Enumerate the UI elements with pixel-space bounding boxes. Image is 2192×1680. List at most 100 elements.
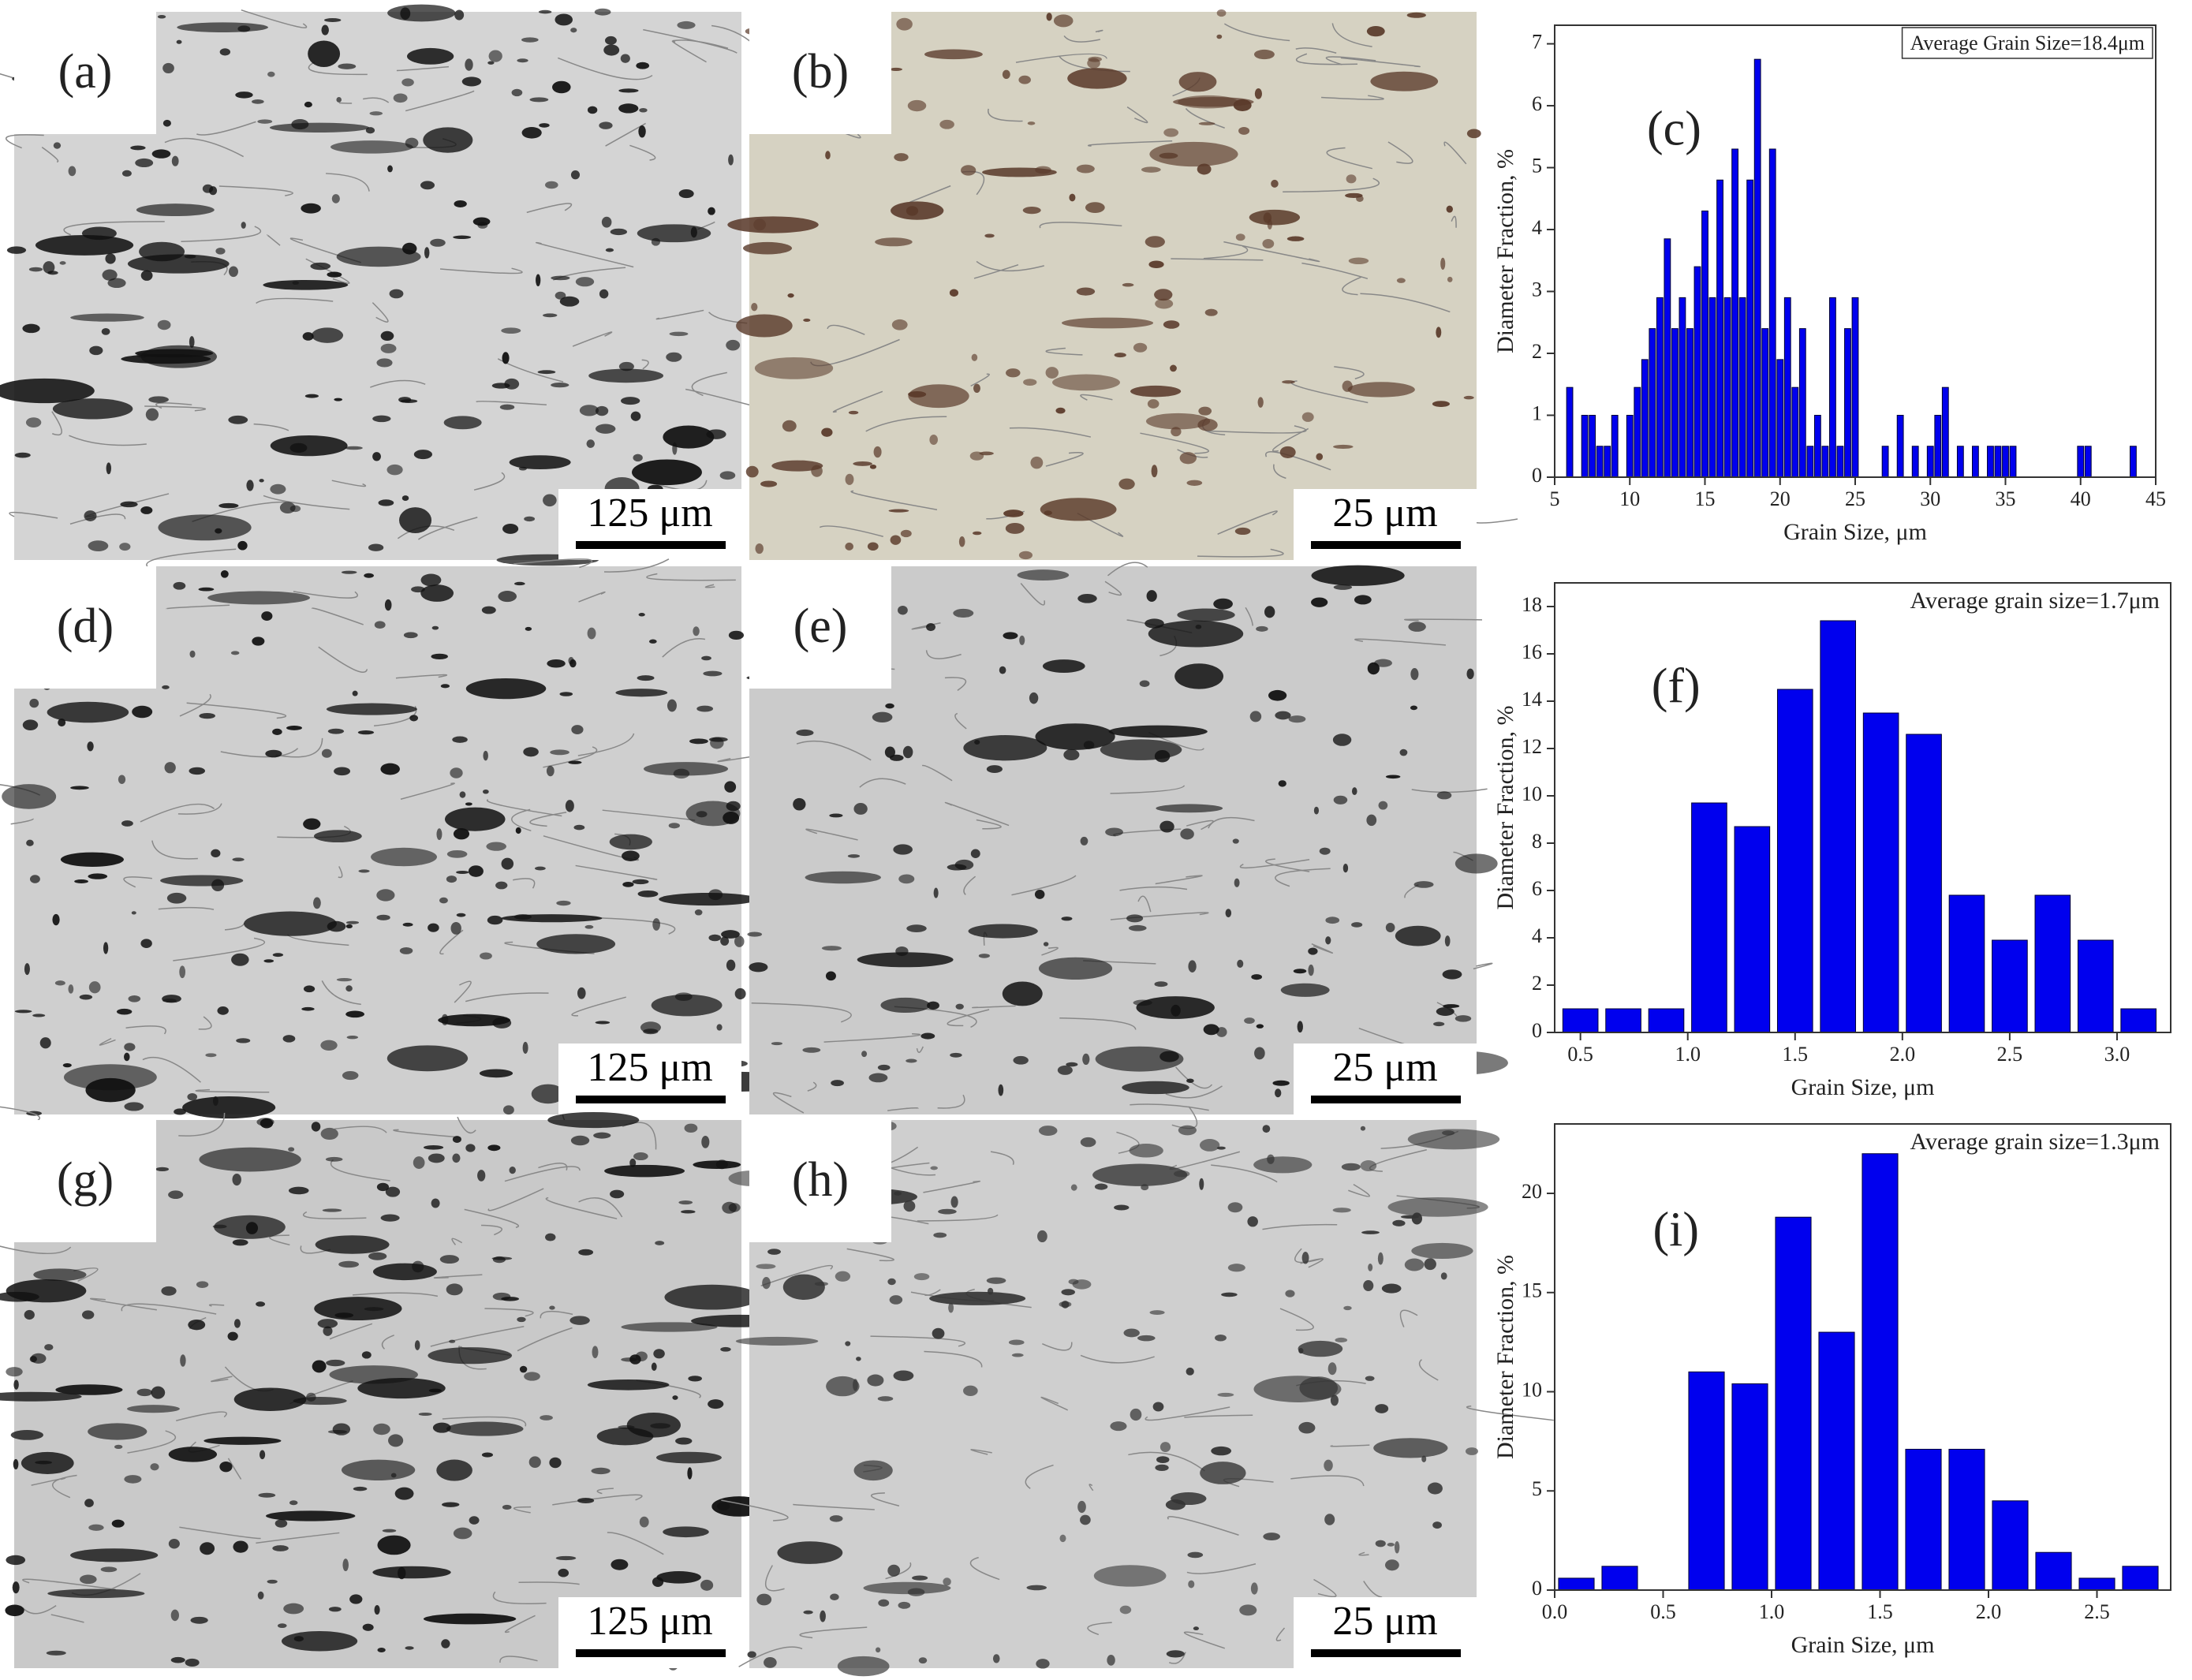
y-tick-label: 3 — [1532, 278, 1542, 301]
feature — [1035, 166, 1051, 174]
feature — [1166, 1650, 1185, 1658]
feature — [605, 35, 617, 45]
feature — [79, 994, 93, 1000]
feature — [345, 446, 363, 450]
feature — [1333, 584, 1353, 590]
feature — [1361, 1230, 1380, 1234]
feature — [1301, 412, 1314, 422]
feature — [724, 781, 737, 793]
bar — [1791, 386, 1799, 478]
bar — [2077, 939, 2114, 1033]
feature — [28, 267, 43, 272]
feature — [357, 730, 375, 735]
feature — [157, 15, 166, 19]
feature — [1234, 878, 1240, 887]
bar — [1596, 446, 1604, 478]
grain-boundary — [887, 1107, 919, 1111]
feature — [973, 383, 980, 394]
feature — [428, 1153, 445, 1163]
feature — [487, 61, 495, 65]
feature — [217, 1006, 229, 1015]
feature — [1215, 1334, 1227, 1342]
grain-boundary — [751, 1002, 852, 1023]
feature — [1342, 380, 1353, 392]
grain-boundary — [655, 309, 704, 320]
grain-boundary — [691, 371, 727, 397]
label-box — [14, 566, 156, 689]
feature — [128, 995, 141, 1002]
feature — [189, 650, 196, 658]
feature — [199, 1147, 301, 1172]
grain-boundary — [1203, 245, 1249, 259]
feature — [1133, 342, 1148, 353]
feature — [529, 97, 549, 103]
grain-boundary — [850, 490, 938, 510]
feature — [1197, 163, 1212, 175]
feature — [1193, 1626, 1200, 1631]
feature — [963, 735, 1047, 761]
feature — [578, 1249, 594, 1256]
bar — [1971, 446, 1979, 478]
feature — [2, 784, 57, 809]
feature — [374, 1604, 380, 1615]
label-box — [749, 1120, 891, 1242]
feature — [1278, 780, 1286, 787]
feature — [452, 1136, 461, 1143]
feature — [1149, 1310, 1165, 1315]
feature — [387, 165, 393, 173]
feature — [313, 830, 362, 843]
grain-boundary — [1040, 1396, 1069, 1411]
feature — [760, 480, 778, 487]
feature — [327, 728, 345, 734]
y-tick-label: 7 — [1532, 31, 1542, 54]
feature — [465, 58, 473, 71]
feature — [586, 439, 595, 448]
bar — [1634, 386, 1641, 478]
feature — [88, 1524, 104, 1531]
grain-boundary — [1095, 29, 1103, 33]
feature — [963, 1385, 978, 1396]
feature — [472, 217, 491, 226]
grain-boundary — [176, 1411, 227, 1421]
bar — [1604, 446, 1611, 478]
feature — [1110, 1421, 1127, 1432]
feature — [592, 1346, 599, 1359]
feature — [6, 1279, 87, 1303]
feature — [720, 936, 730, 946]
grain-boundary — [504, 1615, 536, 1633]
grain-boundary — [1330, 1444, 1370, 1447]
grain-boundary — [486, 799, 562, 817]
grain-boundary — [575, 864, 658, 880]
feature — [364, 1307, 384, 1312]
feature — [1272, 1080, 1290, 1086]
feature — [283, 1603, 304, 1615]
feature — [1239, 1604, 1257, 1616]
feature — [1436, 327, 1442, 338]
feature — [88, 540, 109, 551]
grain-boundary — [395, 674, 448, 679]
bar — [1649, 328, 1656, 478]
micrograph: (d) 125 μm — [0, 548, 806, 1126]
feature — [1080, 1514, 1091, 1525]
feature — [291, 119, 309, 130]
feature — [521, 37, 539, 43]
feature — [587, 627, 596, 640]
feature — [894, 1191, 902, 1196]
feature — [211, 879, 225, 892]
feature — [368, 1252, 387, 1260]
grain-boundary — [988, 108, 1023, 122]
feature — [158, 514, 252, 541]
feature — [630, 411, 641, 421]
grain-boundary — [195, 1088, 270, 1093]
micrograph: (h) 25 μm — [721, 1106, 1554, 1677]
feature — [943, 1577, 951, 1586]
feature — [244, 911, 338, 936]
feature — [502, 1105, 514, 1115]
feature — [188, 1319, 206, 1331]
grain-boundary — [1080, 394, 1113, 401]
feature — [610, 228, 628, 236]
feature — [126, 1405, 180, 1413]
grain-boundary — [1399, 1309, 1418, 1327]
feature — [524, 1372, 540, 1381]
feature — [260, 1118, 274, 1129]
